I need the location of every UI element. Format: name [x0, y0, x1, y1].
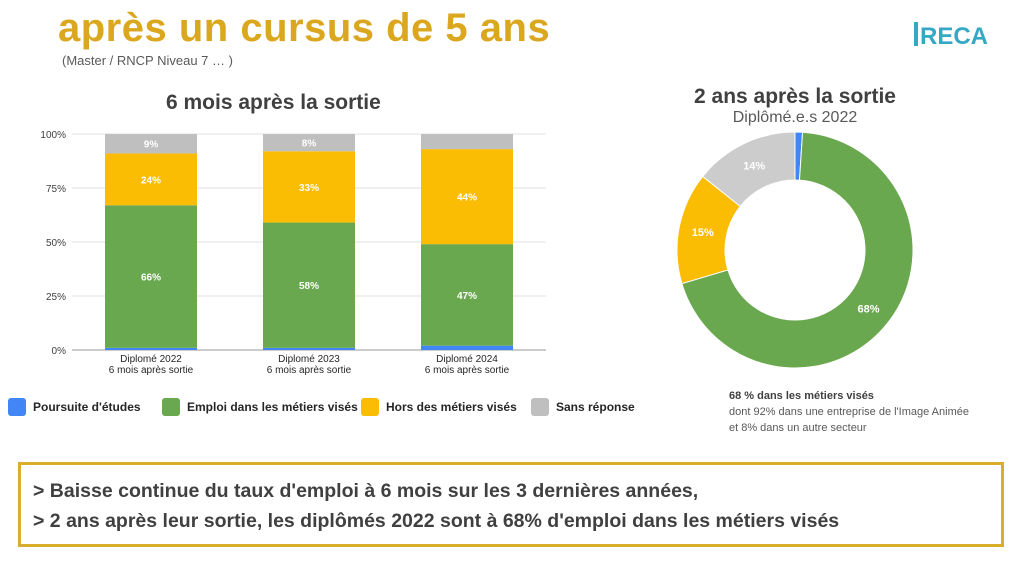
donut-slice	[702, 131, 796, 208]
pie-note: 68 % dans les métiers visés dont 92% dan…	[729, 388, 969, 436]
bar-segment	[263, 134, 355, 152]
logo-bar-icon	[914, 22, 918, 46]
legend-label: Sans réponse	[556, 400, 635, 414]
bar-data-label: 33%	[299, 183, 319, 194]
legend-swatch-yellow	[361, 398, 379, 416]
pie-chart-title: 2 ans après la sortie	[694, 85, 896, 108]
pie-note-line2: dont 92% dans une entreprise de l'Image …	[729, 406, 969, 418]
bar-data-label: 8%	[302, 139, 317, 150]
x-tick-label: Diplomé 2023	[278, 354, 340, 365]
x-tick-label: 6 mois après sortie	[267, 365, 352, 376]
donut-data-label: 15%	[692, 227, 714, 239]
legend-item-poursuite: Poursuite d'études	[8, 398, 141, 416]
bar-chart-title: 6 mois après la sortie	[166, 91, 381, 114]
x-tick-label: 6 mois après sortie	[109, 365, 194, 376]
legend-label: Emploi dans les métiers visés	[187, 400, 358, 414]
bar-segment	[421, 244, 513, 346]
bar-segment	[421, 149, 513, 245]
bar-segment	[263, 151, 355, 223]
logo-text: RECA	[920, 23, 988, 50]
y-tick-label: 25%	[46, 292, 66, 303]
summary-line1: > Baisse continue du taux d'emploi à 6 m…	[33, 480, 699, 502]
pie-chart-subtitle: Diplômé.e.s 2022	[732, 109, 858, 126]
y-tick-label: 75%	[46, 184, 66, 195]
y-tick-label: 0%	[52, 346, 67, 357]
y-tick-label: 100%	[40, 130, 66, 141]
bar-segment	[263, 222, 355, 348]
bar-data-label: 58%	[299, 281, 319, 292]
legend-swatch-blue	[8, 398, 26, 416]
page-subtitle: (Master / RNCP Niveau 7 … )	[62, 53, 233, 68]
x-tick-label: 6 mois après sortie	[425, 365, 510, 376]
summary-line2: > 2 ans après leur sortie, les diplômés …	[33, 510, 840, 532]
bar-segment	[105, 205, 197, 348]
donut-data-label: 14%	[743, 160, 765, 172]
legend-item-emploi: Emploi dans les métiers visés	[162, 398, 358, 416]
legend-label: Hors des métiers visés	[386, 400, 517, 414]
chart-legend: Poursuite d'études Emploi dans les métie…	[0, 398, 660, 420]
legend-item-hors: Hors des métiers visés	[361, 398, 517, 416]
legend-label: Poursuite d'études	[33, 400, 141, 414]
legend-item-sans-reponse: Sans réponse	[531, 398, 635, 416]
bar-data-label: 9%	[144, 140, 159, 151]
bar-data-label: 47%	[457, 291, 477, 302]
bar-data-label: 44%	[457, 193, 477, 204]
y-tick-label: 50%	[46, 238, 66, 249]
bar-segment	[105, 134, 197, 154]
donut-chart: 68% 15% 14%	[676, 131, 914, 369]
x-tick-label: Diplomé 2022	[120, 354, 182, 365]
bar-segment	[105, 153, 197, 206]
legend-swatch-green	[162, 398, 180, 416]
bar-data-label: 24%	[141, 175, 161, 186]
bar-data-label: 66%	[141, 273, 161, 284]
page-title: après un cursus de 5 ans	[58, 6, 551, 50]
summary-box: > Baisse continue du taux d'emploi à 6 m…	[18, 462, 1004, 547]
reca-logo: RECA	[914, 22, 988, 50]
pie-note-line3: et 8% dans un autre secteur	[729, 422, 867, 434]
pie-note-line1: 68 % dans les métiers visés	[729, 390, 874, 402]
donut-data-label: 68%	[857, 304, 879, 316]
legend-swatch-grey	[531, 398, 549, 416]
bar-segment	[421, 345, 513, 350]
bar-segment	[105, 347, 197, 350]
bar-segment	[263, 347, 355, 350]
x-tick-label: Diplomé 2024	[436, 354, 498, 365]
bar-segment	[421, 134, 513, 150]
donut-slice	[681, 131, 914, 369]
